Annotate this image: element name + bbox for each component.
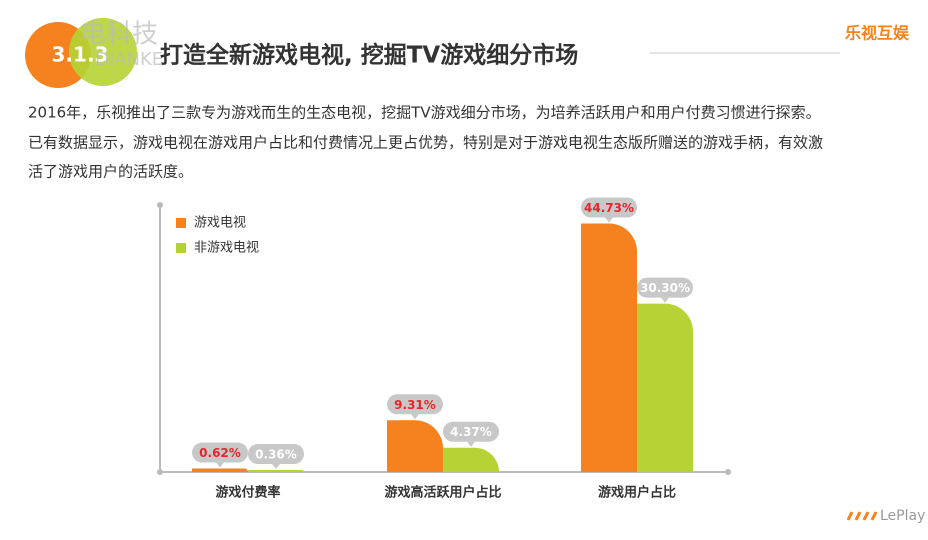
legend-label: 游戏电视 [194, 216, 246, 231]
slide-title: 打造全新游戏电视, 挖掘TV游戏细分市场 [160, 42, 578, 69]
label-pointer [661, 297, 669, 303]
label-bubble [443, 421, 499, 442]
label-pointer [605, 217, 613, 223]
bar [581, 223, 637, 472]
footer-brand: LePlay [880, 508, 925, 524]
paragraph-line: 已有数据显示，游戏电视在游戏用户占比和付费情况上更占优势，特别是对于游戏电视生态… [28, 134, 823, 152]
logo: 乐视互娱 [845, 24, 910, 43]
data-label: 4.37% [450, 425, 492, 439]
paragraph-line: 活了游戏用户的活跃度。 [28, 163, 193, 181]
bar [387, 420, 443, 472]
label-pointer [216, 462, 224, 468]
label-bubble [192, 442, 248, 463]
footer-stripes [846, 511, 878, 521]
label-bubble [637, 277, 693, 298]
bar [443, 447, 499, 472]
label-bubble [581, 197, 637, 218]
x-tick-label: 游戏高活跃用户占比 [384, 485, 501, 501]
footer-logo: LePlay [846, 508, 925, 524]
data-label: 9.31% [394, 398, 436, 412]
label-pointer [467, 441, 475, 447]
bar [637, 303, 693, 472]
legend-swatch [176, 218, 186, 228]
x-tick-label: 游戏付费率 [215, 485, 280, 501]
x-tick-label: 游戏用户占比 [598, 485, 676, 501]
label-pointer [411, 414, 419, 420]
axis-end [157, 469, 163, 475]
axis-end [157, 202, 163, 208]
data-label: 30.30% [640, 281, 690, 295]
label-bubble [248, 444, 304, 464]
data-label: 0.62% [199, 446, 241, 460]
data-label: 0.36% [255, 448, 297, 462]
axis-end [725, 469, 731, 475]
data-label: 44.73% [584, 201, 634, 215]
paragraph-line: 2016年，乐视推出了三款专为游戏而生的生态电视，挖掘TV游戏细分市场，为培养活… [28, 104, 821, 122]
label-bubble [387, 394, 443, 415]
label-pointer [272, 464, 280, 469]
bar [192, 468, 248, 472]
legend-swatch [176, 243, 186, 253]
section-number: 3.1.3 [52, 43, 109, 67]
legend-label: 非游戏电视 [194, 241, 259, 256]
bar [248, 470, 304, 472]
watermark-sub: DIANKE [95, 49, 163, 70]
badge-green [69, 18, 137, 86]
watermark: 电科技 [80, 20, 158, 50]
